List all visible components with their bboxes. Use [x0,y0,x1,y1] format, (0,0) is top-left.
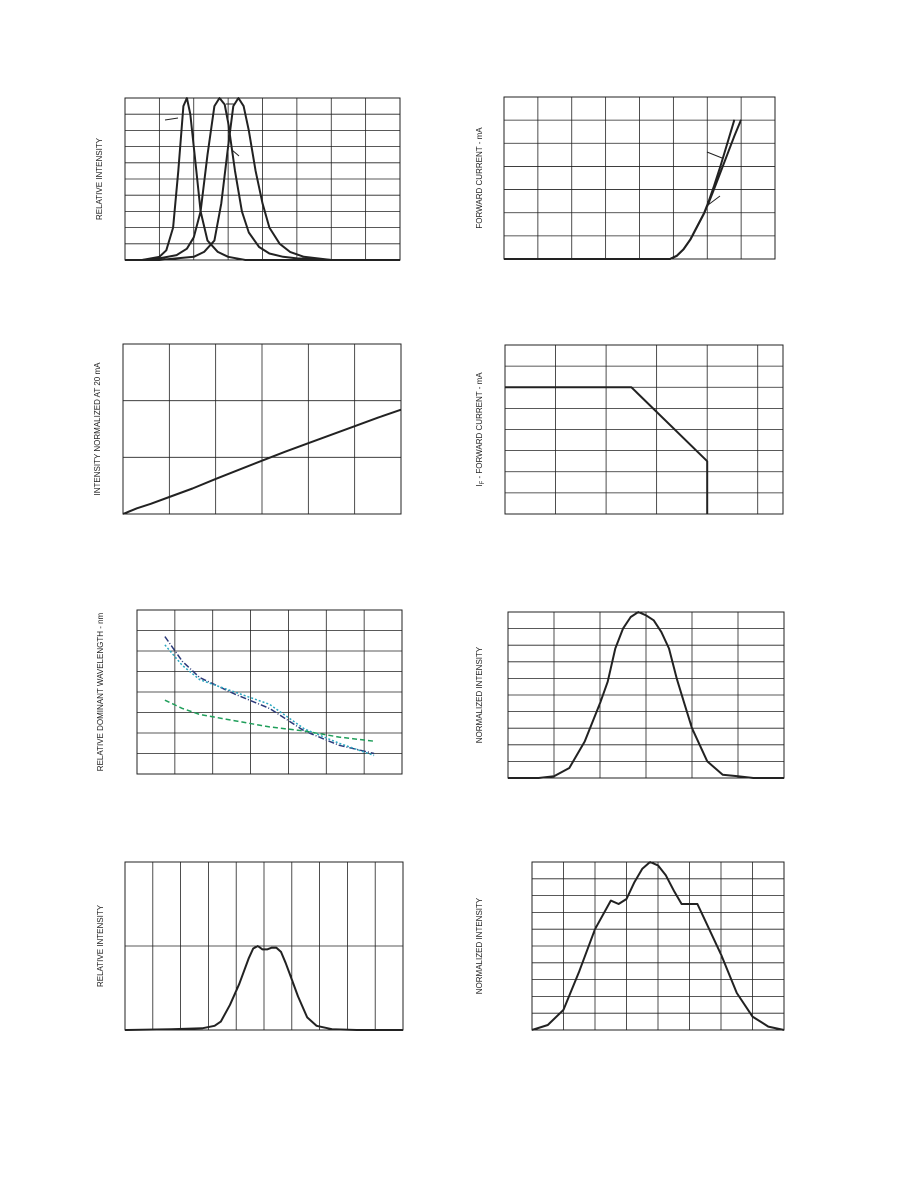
chart-radiation-c: NORMALIZED INTENSITY [475,861,785,1031]
callout-leader [164,117,179,121]
series-line [125,97,400,261]
plot-frame [504,344,784,515]
y-axis-label: NORMALIZED INTENSITY [475,646,484,743]
grid-lines [508,612,784,778]
series-line [164,636,375,755]
grid-lines [505,345,783,514]
grid-lines [123,344,401,514]
series-line [164,644,375,757]
series-line [531,861,785,1031]
callout-leader [706,151,723,159]
chart-iv: FORWARD CURRENT - mA [475,96,776,260]
y-axis-label: FORWARD CURRENT - mA [475,127,484,229]
grid-lines [504,97,775,259]
series-line [504,119,743,260]
y-label-main: I [475,484,484,486]
grid-lines [532,862,784,1030]
chart-radiation-a: NORMALIZED INTENSITY [475,611,785,779]
chart-radiation-b: RELATIVE INTENSITY [96,861,404,1031]
callout-leader [707,195,721,206]
y-axis-label: NORMALIZED INTENSITY [475,897,484,994]
y-label-sub: F [480,480,486,484]
callout-leader [231,149,240,157]
charts-group: RELATIVE INTENSITY FORWARD CURRENT - mAIN… [93,96,785,1031]
series-line [505,386,709,514]
plot-frame [507,611,785,779]
y-axis-label: INTENSITY NORMALIZED AT 20 mA [93,362,102,496]
series-line [122,408,402,515]
grid-lines [125,98,400,260]
y-axis-label: RELATIVE INTENSITY [96,904,105,987]
y-axis-label: RELATIVE INTENSITY [95,137,104,220]
y-label-rest: - FORWARD CURRENT - mA [475,372,484,481]
chart-intensity-vs-current: INTENSITY NORMALIZED AT 20 mA [93,343,402,515]
series-line [125,97,400,261]
plot-frame [136,609,403,775]
plot-frame [531,861,785,1031]
grid-lines [137,610,402,774]
chart-spectrum: RELATIVE INTENSITY [95,97,401,261]
series-line [508,611,784,779]
series-line [125,97,400,261]
series-line [164,699,375,742]
series-line [124,945,403,1031]
y-axis-label: IF - FORWARD CURRENT - mA [475,372,486,487]
plot-frame [124,861,404,1031]
y-axis-label: RELATIVE DOMINANT WAVELENGTH - nm [96,612,105,771]
plot-frame [122,343,402,515]
chart-derating: IF - FORWARD CURRENT - mA [475,344,784,515]
chart-wavelength-shift: RELATIVE DOMINANT WAVELENGTH - nm [96,609,403,775]
grid-lines [125,862,403,1030]
